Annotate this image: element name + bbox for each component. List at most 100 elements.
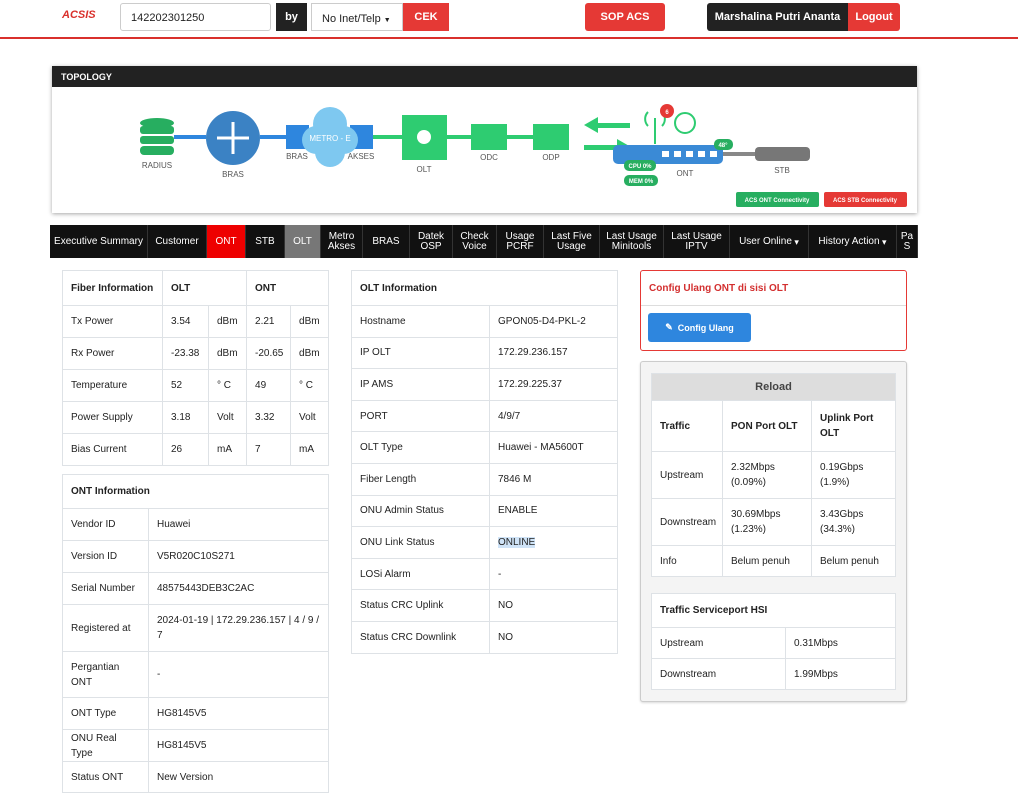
nav-tab[interactable]: Datek OSP bbox=[410, 225, 453, 258]
table-cell: -20.65 bbox=[246, 337, 292, 370]
fiber-table: Fiber Information OLT ONT Tx Power 3.54 dBm 2.… bbox=[62, 270, 330, 466]
cell-text: 3.54 bbox=[171, 316, 191, 327]
tab-label: User Online bbox=[739, 235, 792, 247]
tab-label: Metro Akses bbox=[327, 230, 356, 252]
nav-tab[interactable]: STB bbox=[246, 225, 285, 258]
cell-text: 30.69Mbps (1.23%) bbox=[731, 509, 781, 535]
table-cell: Upstream bbox=[651, 627, 786, 659]
tab-label: Last Five Usage bbox=[551, 230, 592, 252]
table-row: OLT Information bbox=[351, 270, 618, 306]
cell-text: V5R020C10S271 bbox=[157, 551, 235, 562]
nav-tab[interactable]: Metro Akses bbox=[321, 225, 363, 258]
cell-text: 26 bbox=[171, 444, 183, 455]
table-cell: LOSi Alarm bbox=[351, 557, 490, 591]
table-cell: ONU Link Status bbox=[351, 526, 490, 559]
table-cell: - bbox=[147, 651, 330, 698]
logo[interactable]: ACSIS bbox=[62, 9, 96, 21]
table-cell: NO bbox=[489, 620, 618, 654]
nav-tab[interactable]: History Action ▾ bbox=[809, 225, 897, 258]
table-cell: Upstream bbox=[651, 451, 723, 499]
table-cell: 30.69Mbps (1.23%) bbox=[722, 498, 812, 546]
table-cell: PON Port OLT bbox=[722, 400, 812, 452]
table-cell: Fiber Length bbox=[351, 462, 490, 496]
table-row: ONU Admin Status ENABLE bbox=[351, 494, 618, 528]
filter-select[interactable]: No Inet/Telp ▼ bbox=[311, 3, 403, 31]
table-row: Upstream 2.32Mbps (0.09%) 0.19Gbps (1.9%) bbox=[651, 451, 897, 499]
table-cell: 2024-01-19 | 172.29.236.157 | 4 / 9 / 7 bbox=[147, 604, 330, 652]
table-cell: GPON05-D4-PKL-2 bbox=[489, 305, 618, 338]
node-label: OLT bbox=[417, 165, 432, 174]
nav-tab[interactable]: Executive Summary bbox=[50, 225, 148, 258]
serviceport-table: Traffic Serviceport HSI Upstream 0.31Mbps D… bbox=[650, 593, 897, 690]
nav-tab[interactable]: Customer bbox=[148, 225, 207, 258]
cell-text: Volt bbox=[299, 412, 316, 423]
caret: ▾ bbox=[791, 236, 799, 247]
table-cell: 52 bbox=[162, 369, 209, 402]
table-cell: Serial Number bbox=[62, 572, 149, 605]
table-row: Downstream 30.69Mbps (1.23%) 3.43Gbps (34.… bbox=[651, 498, 897, 546]
table-cell: Status CRC Downlink bbox=[351, 620, 490, 654]
table-cell: IP OLT bbox=[351, 336, 490, 370]
table-cell: ONLINE bbox=[489, 526, 618, 559]
table-row: ONT Information bbox=[61, 474, 330, 509]
cell-text: ONT Information bbox=[71, 486, 150, 497]
nav-tab[interactable]: Last Five Usage bbox=[544, 225, 600, 258]
sop-button[interactable]: SOP ACS bbox=[585, 3, 665, 31]
table-row: Hostname GPON05-D4-PKL-2 bbox=[351, 305, 618, 338]
nav-tab[interactable]: OLT bbox=[285, 225, 321, 258]
cell-text: Tx Power bbox=[71, 316, 114, 327]
cell-text: dBm bbox=[217, 316, 238, 327]
cell-text: -20.65 bbox=[255, 348, 284, 359]
tab-label: Customer bbox=[155, 235, 199, 247]
cell-text: Uplink Port OLT bbox=[820, 413, 874, 439]
cell-text: Serial Number bbox=[71, 583, 135, 594]
table-cell: OLT Type bbox=[351, 431, 490, 464]
caret: ▾ bbox=[879, 236, 887, 247]
cell-text: Vendor ID bbox=[71, 519, 116, 530]
cell-text: NO bbox=[498, 600, 513, 612]
ont-connectivity-button[interactable]: ACS ONT Connectivity bbox=[745, 198, 810, 204]
traffic-table: Reload Traffic PON Port OLT Uplink Port OLT… bbox=[650, 373, 897, 577]
cell-text: 52 bbox=[171, 380, 183, 391]
nav-tab[interactable]: User Online ▾ bbox=[730, 225, 809, 258]
table-row: Rx Power -23.38 dBm -20.65 dBm bbox=[62, 337, 330, 370]
cell-text: Volt bbox=[217, 412, 234, 423]
cell-text: GPON05-D4-PKL-2 bbox=[498, 315, 586, 327]
cell-text: Upstream bbox=[660, 637, 704, 649]
cell-text: 48575443DEB3C2AC bbox=[157, 583, 255, 594]
nav-tab[interactable]: Pa S bbox=[897, 225, 918, 258]
cell-text: ° C bbox=[299, 380, 314, 391]
logout-button[interactable]: Logout bbox=[848, 3, 900, 31]
nav-tab[interactable]: Check Voice bbox=[453, 225, 497, 258]
table-cell: HG8145V5 bbox=[147, 697, 330, 730]
config-button[interactable]: ✎ Config Ulang bbox=[648, 313, 751, 342]
cek-button[interactable]: CEK bbox=[403, 3, 449, 31]
table-cell: PORT bbox=[351, 399, 490, 433]
user-name: Marshalina Putri Ananta bbox=[707, 3, 848, 31]
table-cell: Reload bbox=[650, 373, 897, 401]
cell-text: Status ONT bbox=[71, 771, 124, 783]
nav-tab[interactable]: Usage PCRF bbox=[497, 225, 544, 258]
nav-tab[interactable]: Last Usage Minitools bbox=[600, 225, 664, 258]
cell-text: OLT Type bbox=[360, 442, 403, 454]
node-label: RADIUS bbox=[142, 161, 172, 170]
table-cell: 3.18 bbox=[162, 401, 209, 434]
table-cell: 49 bbox=[246, 369, 292, 402]
table-row: Upstream 0.31Mbps bbox=[651, 627, 897, 659]
nav-tab[interactable]: Last Usage IPTV bbox=[664, 225, 730, 258]
cell-text: PORT bbox=[360, 410, 388, 422]
table-cell: OLT Information bbox=[351, 270, 618, 306]
table-cell: mA bbox=[207, 433, 248, 466]
cell-text: -23.38 bbox=[171, 348, 200, 359]
table-cell: Registered at bbox=[62, 604, 149, 652]
cell-text: 2.32Mbps (0.09%) bbox=[731, 462, 775, 488]
table-cell: 0.19Gbps (1.9%) bbox=[810, 451, 897, 499]
table-row: Pergantian ONT - bbox=[62, 651, 330, 698]
nav-tab[interactable]: ONT bbox=[207, 225, 246, 258]
stb-connectivity-button[interactable]: ACS STB Connectivity bbox=[833, 198, 898, 204]
table-cell: ENABLE bbox=[489, 494, 618, 528]
search-input[interactable]: 142202301250 bbox=[120, 3, 271, 31]
table-cell: Downstream bbox=[651, 498, 723, 546]
nav-tab[interactable]: BRAS bbox=[363, 225, 410, 258]
table-row: IP OLT 172.29.236.157 bbox=[351, 336, 618, 370]
